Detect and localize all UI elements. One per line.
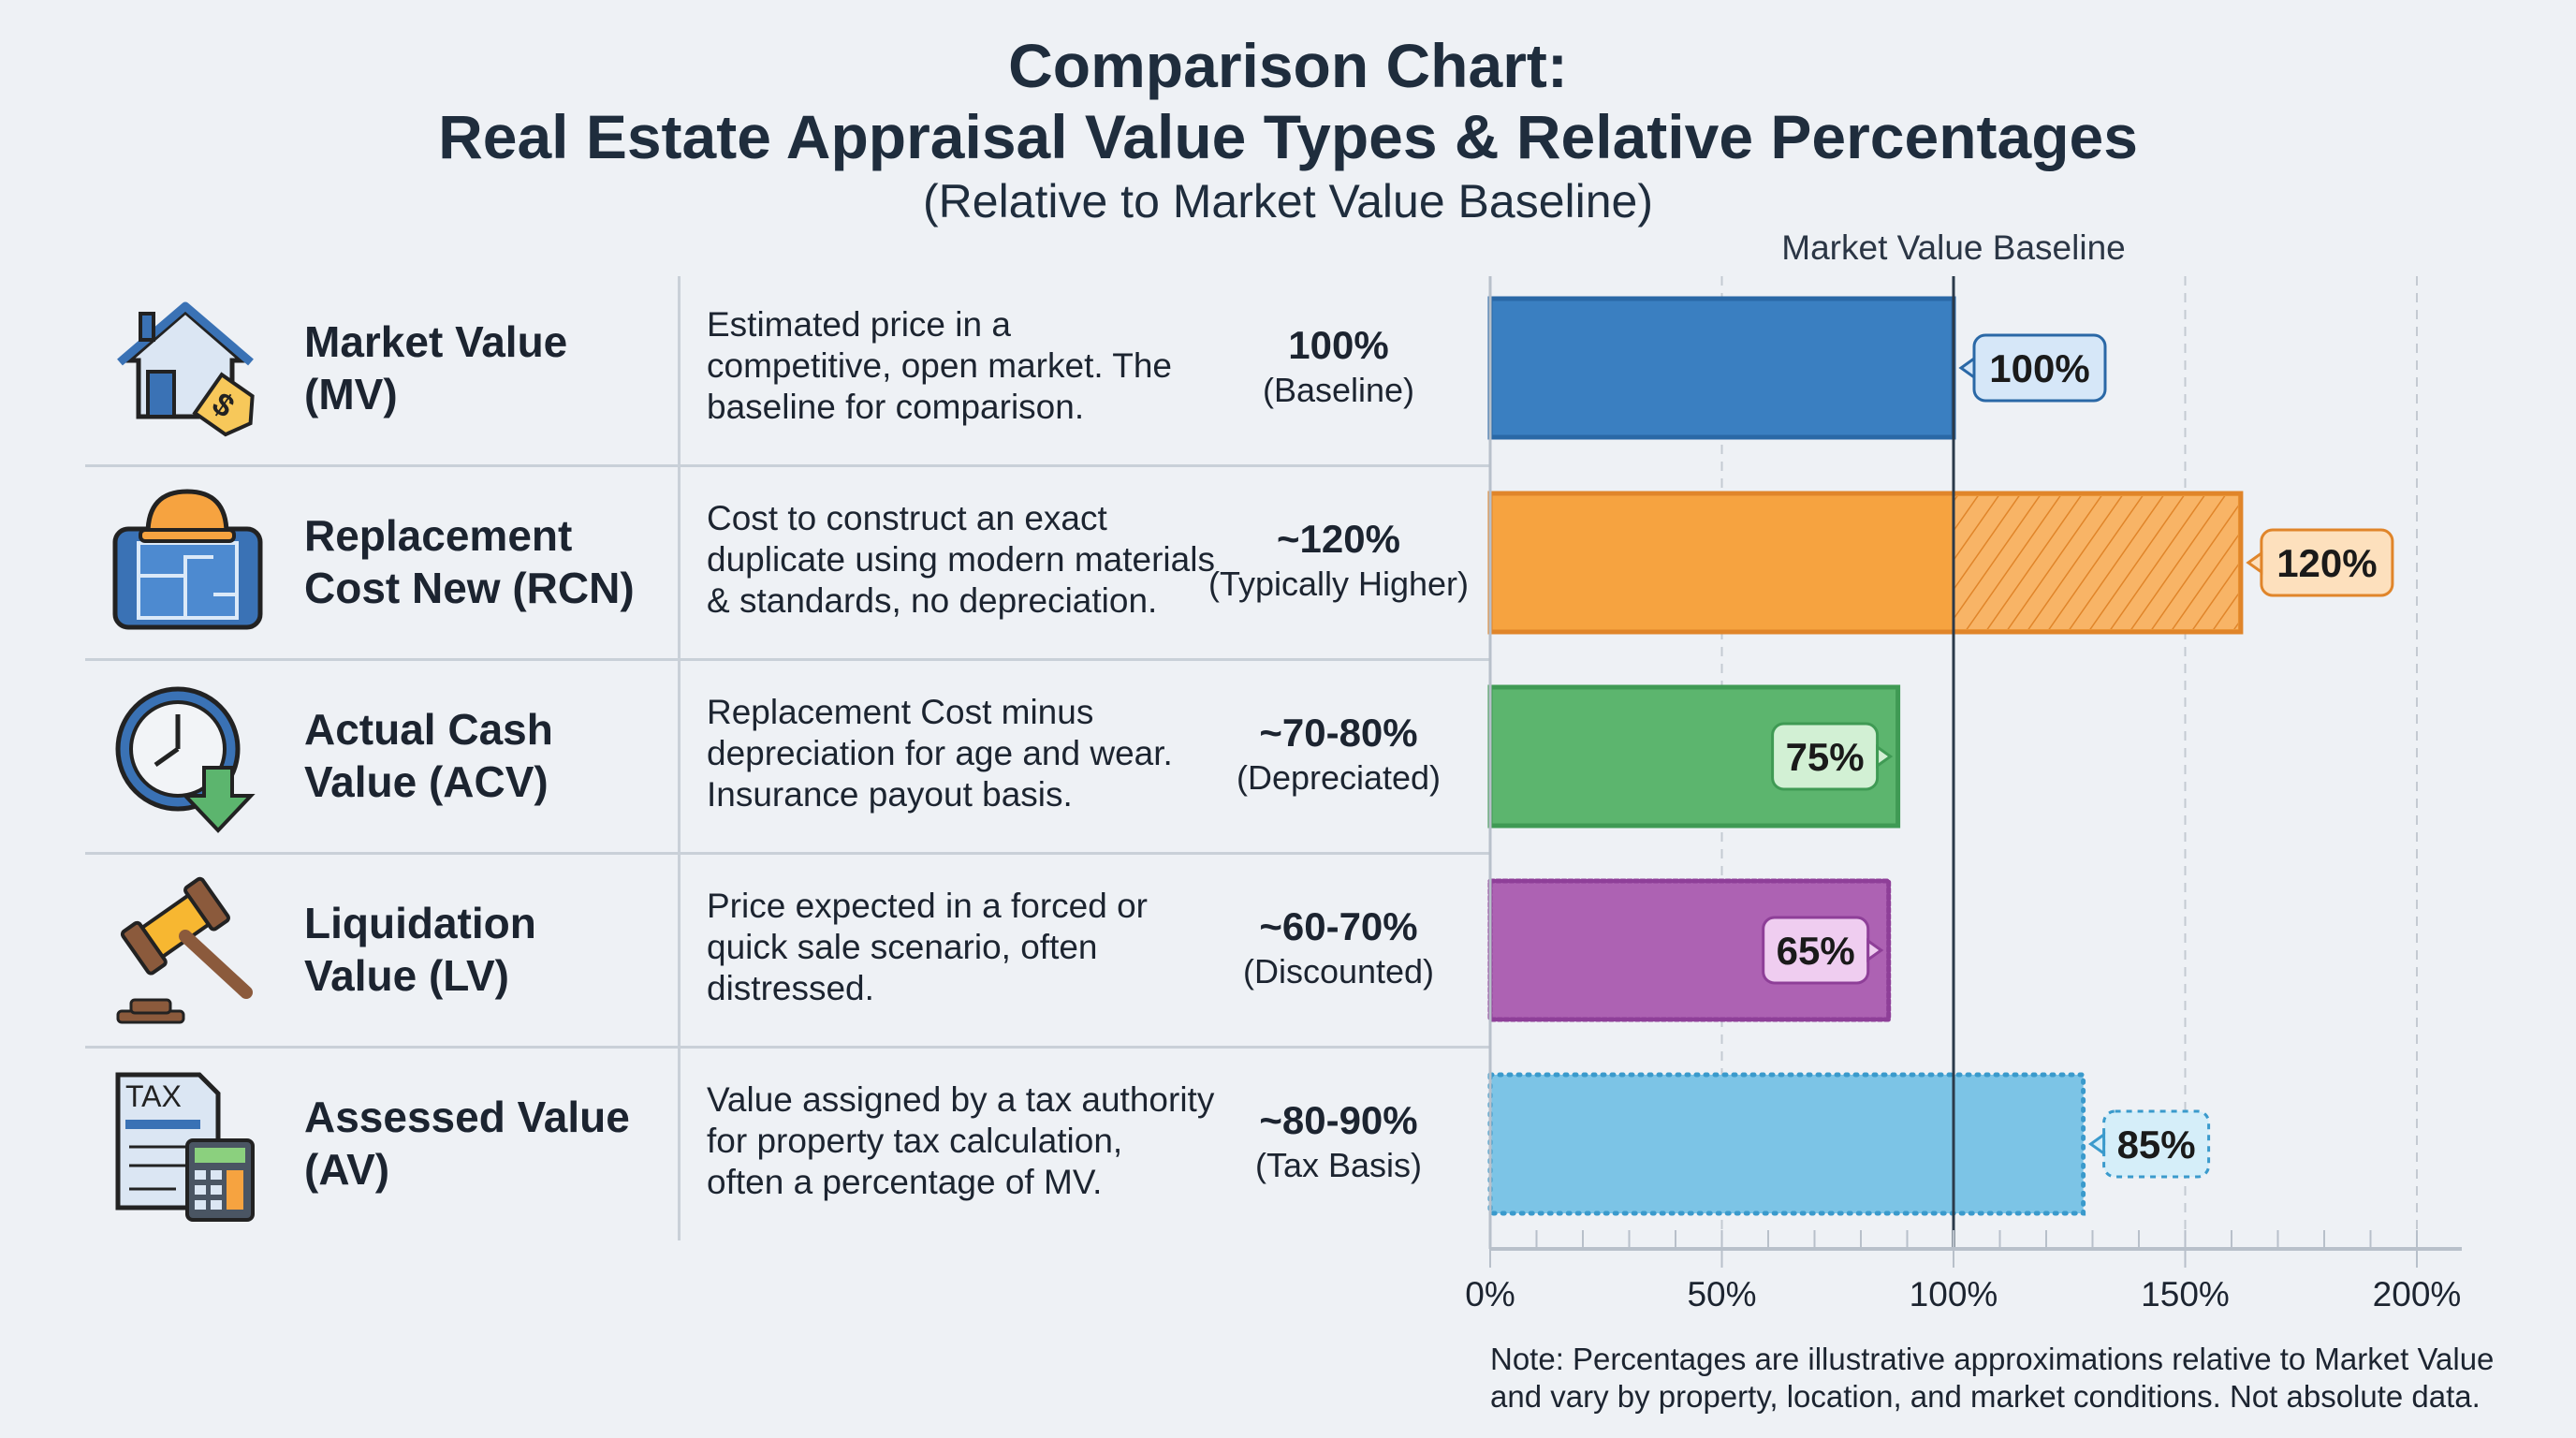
description-line: quick sale scenario, often: [707, 928, 1098, 966]
data-label-pointer: [1876, 744, 1894, 769]
data-label-pointer: [1866, 938, 1884, 962]
data-label-text: 120%: [2276, 541, 2377, 585]
description-line: & standards, no depreciation.: [707, 581, 1158, 620]
data-label-text: 85%: [2117, 1123, 2196, 1167]
value-type-name-line: Value (LV): [304, 951, 509, 1000]
data-label-1: 120%: [2246, 528, 2394, 597]
value-type-name: Replacement Cost New (RCN): [304, 509, 635, 614]
value-type-name: Actual Cash Value (ACV): [304, 703, 553, 808]
chart-note: Note: Percentages are illustrative appro…: [1490, 1341, 2520, 1416]
percentage-column: ~70-80% (Depreciated): [1208, 709, 1470, 799]
note-line: Note: Percentages are illustrative appro…: [1490, 1342, 2495, 1376]
x-tick-label: 100%: [1909, 1275, 1998, 1313]
data-label-pointer: [2088, 1132, 2106, 1156]
description-line: competitive, open market. The: [707, 346, 1173, 385]
baseline-label: Market Value Baseline: [1781, 228, 2126, 267]
data-label-text: 65%: [1777, 929, 1855, 973]
percentage-column: ~60-70% (Discounted): [1208, 902, 1470, 992]
percentage-column: 100% (Baseline): [1208, 321, 1470, 411]
value-type-description: Cost to construct an exact duplicate usin…: [707, 498, 1231, 622]
description-line: Replacement Cost minus: [707, 693, 1094, 731]
hardhat-blueprint-icon: [112, 489, 263, 630]
value-type-description: Estimated price in a competitive, open ma…: [707, 304, 1231, 428]
data-label-2: 75%: [1771, 722, 1894, 791]
description-line: Insurance payout basis.: [707, 775, 1073, 814]
value-type-name-line: Replacement: [304, 511, 573, 560]
data-label-3: 65%: [1762, 916, 1884, 985]
percentage-value: 100%: [1288, 323, 1389, 367]
x-tick-label: 0%: [1465, 1275, 1515, 1313]
description-line: for property tax calculation,: [707, 1122, 1123, 1160]
percentage-value: ~120%: [1277, 517, 1400, 561]
data-label-text: 75%: [1786, 735, 1865, 779]
x-tick-label: 50%: [1687, 1275, 1757, 1313]
description-line: duplicate using modern materials: [707, 540, 1215, 579]
tax-calculator-icon: TAX: [115, 1072, 255, 1222]
percentage-column: ~80-90% (Tax Basis): [1208, 1096, 1470, 1186]
x-tick-label: 200%: [2372, 1275, 2462, 1313]
description-line: often a percentage of MV.: [707, 1163, 1103, 1201]
bar-4: [1487, 1072, 2086, 1216]
description-line: Value assigned by a tax authority: [707, 1080, 1215, 1119]
percentage-value: ~60-70%: [1259, 904, 1418, 948]
percentage-note: (Baseline): [1262, 371, 1415, 409]
value-type-description: Value assigned by a tax authority for pro…: [707, 1079, 1231, 1203]
description-line: distressed.: [707, 969, 874, 1007]
description-line: Estimated price in a: [707, 305, 1011, 344]
row-divider: [85, 658, 1490, 661]
description-line: Price expected in a forced or: [707, 887, 1148, 925]
bar-excess-hatch: [1954, 496, 2238, 629]
percentage-note: (Depreciated): [1236, 758, 1442, 797]
percentage-column: ~120% (Typically Higher): [1208, 515, 1470, 605]
description-line: baseline for comparison.: [707, 388, 1085, 426]
row-divider: [85, 852, 1490, 855]
percentage-value: ~80-90%: [1259, 1098, 1418, 1142]
data-label-4: 85%: [2088, 1109, 2211, 1179]
value-type-name-line: Value (ACV): [304, 757, 549, 806]
value-type-name-line: Market Value: [304, 317, 568, 366]
clock-down-arrow-icon: [115, 686, 256, 833]
value-type-description: Price expected in a forced or quick sale …: [707, 886, 1231, 1009]
value-type-name: Liquidation Value (LV): [304, 897, 536, 1002]
percentage-note: (Discounted): [1242, 952, 1435, 990]
house-price-tag-icon: $: [117, 301, 255, 437]
chart-title-line1: Comparison Chart:: [1008, 31, 1568, 100]
value-type-name-line: (MV): [304, 370, 398, 418]
svg-text:TAX: TAX: [125, 1079, 182, 1113]
data-label-pointer: [2246, 550, 2263, 575]
chart-title-line2: Real Estate Appraisal Value Types & Rela…: [438, 102, 2138, 171]
value-type-name-line: Cost New (RCN): [304, 564, 635, 612]
note-line: and vary by property, location, and mark…: [1490, 1379, 2481, 1414]
data-label-text: 100%: [1989, 346, 2089, 390]
description-line: depreciation for age and wear.: [707, 734, 1173, 772]
value-type-name-line: Liquidation: [304, 899, 536, 947]
percentage-value: ~70-80%: [1259, 711, 1418, 755]
x-tick-label: 150%: [2141, 1275, 2230, 1313]
row-divider: [85, 464, 1490, 467]
percentage-note: (Tax Basis): [1254, 1146, 1423, 1184]
column-divider: [678, 276, 681, 1240]
value-type-name: Assessed Value (AV): [304, 1091, 630, 1196]
value-type-name-line: Assessed Value: [304, 1093, 630, 1141]
data-label-pointer: [1958, 356, 1976, 380]
description-line: Cost to construct an exact: [707, 499, 1107, 537]
gavel-icon: [116, 876, 253, 1024]
data-label-0: 100%: [1958, 333, 2107, 403]
chart-subtitle: (Relative to Market Value Baseline): [923, 175, 1653, 227]
row-divider: [85, 1046, 1490, 1049]
percentage-note: (Typically Higher): [1208, 565, 1470, 603]
value-type-description: Replacement Cost minus depreciation for a…: [707, 692, 1231, 815]
value-type-name: Market Value (MV): [304, 315, 567, 420]
value-type-name-line: Actual Cash: [304, 705, 553, 754]
value-type-name-line: (AV): [304, 1145, 390, 1194]
bar-0: [1487, 296, 1956, 440]
